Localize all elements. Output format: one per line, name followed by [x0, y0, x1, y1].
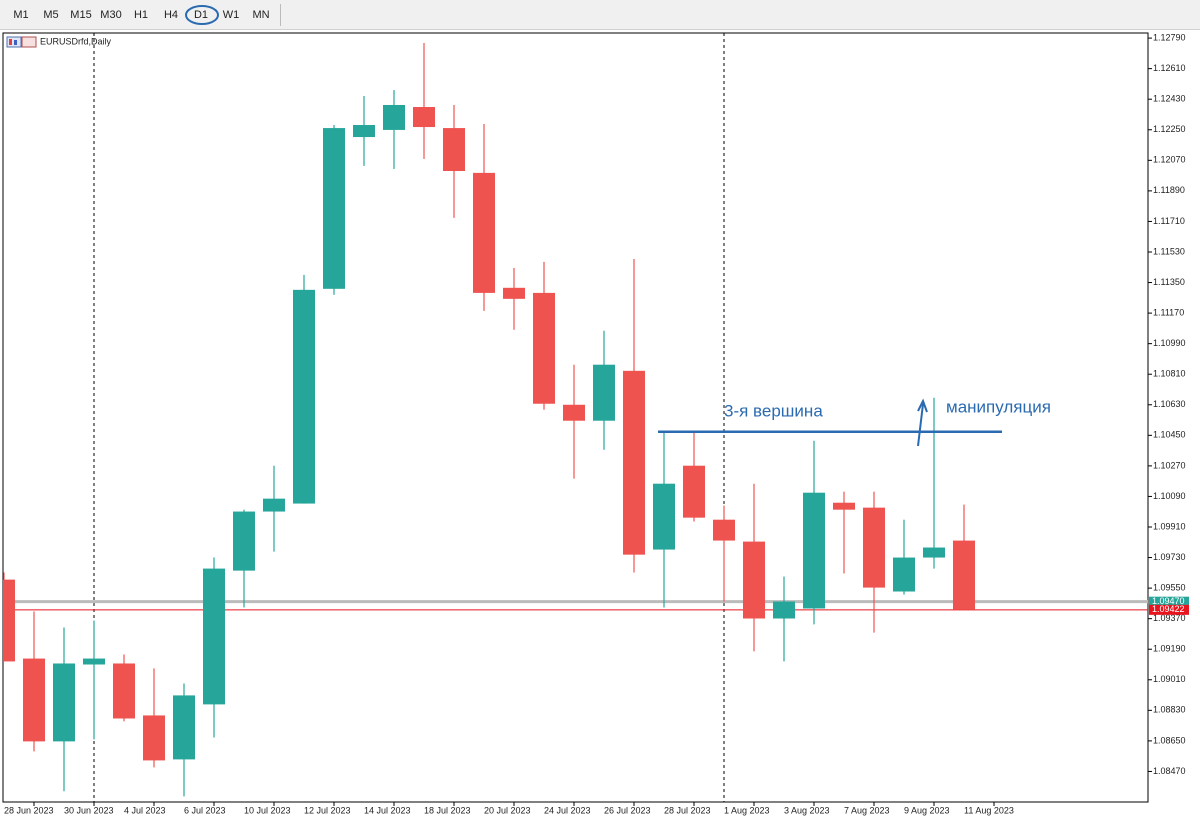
x-tick-label: 4 Jul 2023: [124, 805, 166, 815]
candle-body: [893, 557, 915, 592]
x-tick-label: 1 Aug 2023: [724, 805, 770, 815]
price-label-box: [1149, 596, 1189, 607]
y-tick-label: 1.10990: [1153, 338, 1186, 348]
x-tick-label: 18 Jul 2023: [424, 805, 471, 815]
candle-body: [293, 289, 315, 504]
candle-body: [953, 540, 975, 610]
timeframe-button[interactable]: H4: [163, 8, 179, 21]
timeframe-button[interactable]: M1: [13, 8, 29, 21]
y-tick-label: 1.09010: [1153, 674, 1186, 684]
x-tick-label: 26 Jul 2023: [604, 805, 651, 815]
x-tick-label: 24 Jul 2023: [544, 805, 591, 815]
price-label: 1.09470: [1152, 596, 1185, 606]
x-tick-label: 7 Aug 2023: [844, 805, 890, 815]
price-label-box: [1149, 604, 1189, 615]
y-tick-label: 1.11170: [1153, 307, 1184, 317]
candle-body: [353, 125, 375, 138]
candle-body: [323, 128, 345, 289]
y-tick-label: 1.08650: [1153, 735, 1186, 745]
y-tick-label: 1.10810: [1153, 369, 1186, 379]
x-tick-label: 10 Jul 2023: [244, 805, 291, 815]
candle-body: [563, 404, 585, 421]
candle-body: [23, 658, 45, 742]
candle-body: [383, 104, 405, 130]
y-tick-label: 1.08470: [1153, 766, 1186, 776]
y-tick-label: 1.11350: [1153, 277, 1185, 287]
x-tick-label: 28 Jun 2023: [4, 805, 54, 815]
chart-title: EURUSDrfd,Daily: [40, 36, 112, 46]
candle-body: [743, 541, 765, 619]
symbol-icon: [6, 36, 37, 48]
x-tick-label: 14 Jul 2023: [364, 805, 411, 815]
candle-body: [3, 579, 15, 662]
y-tick-label: 1.09550: [1153, 582, 1186, 592]
candle-body: [203, 568, 225, 705]
candle-body: [923, 547, 945, 558]
candle-body: [233, 511, 255, 571]
y-tick-label: 1.10270: [1153, 460, 1186, 470]
candle-body: [863, 507, 885, 588]
y-tick-label: 1.12430: [1153, 94, 1186, 104]
candle-body: [53, 663, 75, 742]
timeframe-button[interactable]: M15: [70, 8, 92, 21]
timeframe-button[interactable]: MN: [252, 8, 270, 21]
y-tick-label: 1.08830: [1153, 705, 1186, 715]
x-tick-label: 28 Jul 2023: [664, 805, 711, 815]
candle-body: [143, 715, 165, 761]
annotation-text: манипуляция: [946, 397, 1051, 416]
y-tick-label: 1.10090: [1153, 491, 1186, 501]
x-tick-label: 9 Aug 2023: [904, 805, 950, 815]
candle-body: [773, 601, 795, 619]
candle-body: [503, 287, 525, 299]
timeframe-button[interactable]: H1: [133, 8, 149, 21]
x-tick-label: 30 Jun 2023: [64, 805, 114, 815]
x-tick-label: 6 Jul 2023: [184, 805, 226, 815]
candle-body: [443, 128, 465, 172]
x-tick-label: 3 Aug 2023: [784, 805, 830, 815]
timeframe-button[interactable]: M30: [100, 8, 122, 21]
timeframe-button[interactable]: M5: [43, 8, 59, 21]
annotation-arrow: [917, 398, 928, 447]
candle-body: [803, 492, 825, 609]
candle-body: [713, 519, 735, 541]
x-tick-label: 11 Aug 2023: [964, 805, 1014, 815]
candle-body: [623, 370, 645, 555]
y-tick-label: 1.12790: [1153, 32, 1186, 42]
y-tick-label: 1.12250: [1153, 124, 1186, 134]
y-tick-label: 1.09370: [1153, 613, 1186, 623]
timeframe-button[interactable]: D1: [193, 8, 209, 21]
candle-body: [593, 364, 615, 421]
x-tick-label: 20 Jul 2023: [484, 805, 531, 815]
candle-body: [653, 483, 675, 550]
timeframe-button[interactable]: W1: [222, 8, 240, 21]
y-tick-label: 1.12070: [1153, 155, 1186, 165]
candle-body: [683, 465, 705, 518]
y-tick-label: 1.11890: [1153, 185, 1185, 195]
price-label: 1.09422: [1152, 604, 1185, 614]
candle-body: [413, 107, 435, 128]
candle-body: [473, 172, 495, 293]
toolbar-separator: [280, 3, 281, 26]
y-tick-label: 1.11710: [1153, 216, 1185, 226]
y-tick-label: 1.09730: [1153, 552, 1186, 562]
candle-body: [833, 502, 855, 510]
candle-body: [173, 695, 195, 760]
y-tick-label: 1.09190: [1153, 644, 1186, 654]
annotation-text: 3-я вершина: [724, 401, 823, 420]
candle-body: [83, 658, 105, 665]
y-tick-label: 1.10630: [1153, 399, 1186, 409]
candle-body: [533, 292, 555, 404]
y-tick-label: 1.09910: [1153, 521, 1186, 531]
candle-body: [263, 498, 285, 512]
timeframe-toolbar: M1 M5 M15 M30 H1 H4 D1 W1 MN: [0, 0, 1200, 30]
y-tick-label: 1.11530: [1153, 246, 1185, 256]
candle-body: [113, 663, 135, 719]
x-tick-label: 12 Jul 2023: [304, 805, 351, 815]
y-tick-label: 1.10450: [1153, 430, 1186, 440]
y-tick-label: 1.12610: [1153, 63, 1186, 73]
active-timeframe-circle: [185, 5, 219, 25]
